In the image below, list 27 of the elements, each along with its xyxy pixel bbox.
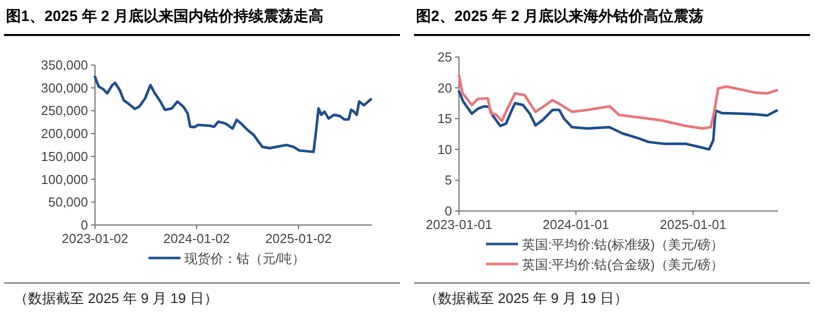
x-tick-label: 2023-01-01 xyxy=(426,217,492,232)
y-tick-label: 20 xyxy=(438,80,452,96)
x-tick-label: 2024-01-01 xyxy=(542,217,610,232)
text: （数据截至 2025 年 9 月 19 日） xyxy=(14,290,218,306)
x-tick-label: 2023-01-02 xyxy=(62,231,128,246)
y-tick-label: 5 xyxy=(444,172,452,188)
text: （数据截至 2025 年 9 月 19 日） xyxy=(424,290,628,306)
y-tick-label: 50,000 xyxy=(48,194,88,210)
y-tick-label: 25 xyxy=(438,50,452,64)
y-tick-label: 250,000 xyxy=(41,103,88,118)
y-tick-label: 300,000 xyxy=(41,80,88,96)
y-tick-label: 0 xyxy=(80,218,88,232)
legend-label: 现货价：钴（元/吨） xyxy=(184,251,306,266)
y-tick-label: 10 xyxy=(438,142,452,157)
chart-title: 图1、2025 年 2 月底以来国内钴价持续震荡走高 xyxy=(6,7,324,25)
y-tick-label: 15 xyxy=(438,111,452,126)
y-tick-label: 100,000 xyxy=(41,172,88,187)
x-tick-label: 2025-01-01 xyxy=(660,217,726,232)
legend-label: 英国:平均价:钴(标准级)（美元/磅） xyxy=(522,237,724,252)
chart-title: 图2、2025 年 2 月底以来海外钴价高位震荡 xyxy=(416,7,704,25)
y-tick-label: 200,000 xyxy=(41,126,88,142)
x-tick-label: 2025-01-02 xyxy=(265,231,332,246)
y-tick-label: 350,000 xyxy=(41,58,88,72)
y-tick-label: 0 xyxy=(444,204,452,218)
y-tick-label: 150,000 xyxy=(41,148,88,164)
x-tick-label: 2024-01-02 xyxy=(163,231,230,246)
legend-label: 英国:平均价:钴(合金级)（美元/磅） xyxy=(522,257,724,272)
